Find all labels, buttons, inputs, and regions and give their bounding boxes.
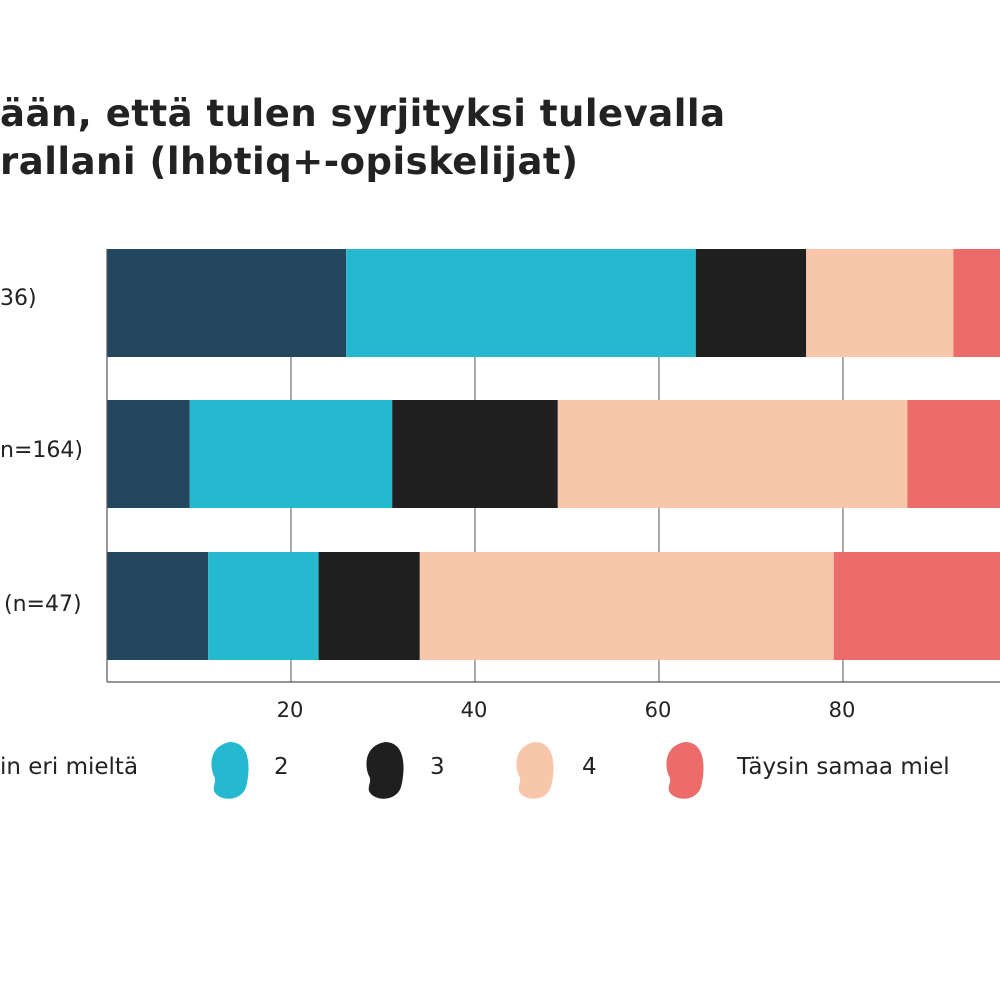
- bar-segment: [107, 249, 347, 357]
- bar-segment: [419, 552, 834, 660]
- bar-segment: [806, 249, 954, 357]
- bar-segment: [107, 400, 190, 508]
- legend-label: Täysin samaa miel: [737, 754, 950, 780]
- bar-segment: [907, 400, 1000, 508]
- category-label: n=164): [0, 438, 83, 463]
- chart-title-line1: ään, että tulen syrjityksi tulevalla: [0, 92, 726, 135]
- legend-label: 4: [582, 754, 597, 780]
- bar-segment: [953, 249, 1000, 357]
- bar-segment: [107, 552, 209, 660]
- bar-segment: [833, 552, 1000, 660]
- bar-segment: [189, 400, 393, 508]
- legend-swatch-icon: [366, 742, 404, 799]
- bar-segment: [318, 552, 420, 660]
- x-tick-label: 60: [644, 698, 672, 722]
- legend-swatch-icon: [516, 742, 554, 799]
- bar-segment: [208, 552, 319, 660]
- bar-segment: [557, 400, 908, 508]
- legend-swatch-icon: [211, 742, 249, 799]
- bar-segment: [695, 249, 807, 357]
- x-tick-label: 80: [828, 698, 856, 722]
- x-tick-label: 20: [276, 698, 304, 722]
- legend-label: in eri mieltä: [0, 754, 139, 780]
- category-label: (n=47): [4, 592, 82, 617]
- legend-label: 2: [274, 754, 289, 780]
- chart-title-line2: rallani (lhbtiq+-opiskelijat): [0, 140, 579, 183]
- category-label: 36): [0, 286, 37, 311]
- x-tick-label: 40: [460, 698, 488, 722]
- legend-label: 3: [430, 754, 445, 780]
- bar-segment: [346, 249, 696, 357]
- bar-segment: [392, 400, 558, 508]
- legend-swatch-icon: [666, 742, 704, 799]
